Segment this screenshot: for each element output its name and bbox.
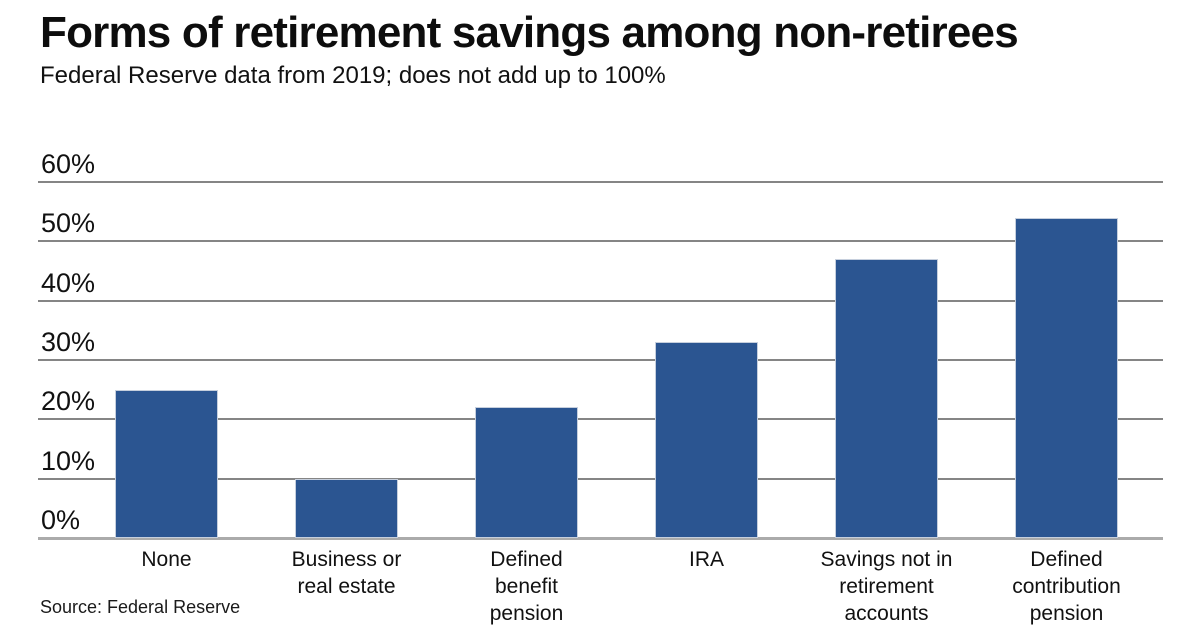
y-tick-label-30: 30% — [41, 327, 96, 357]
gridline-50 — [38, 240, 1163, 243]
gridline-10 — [38, 477, 1163, 480]
y-tick-label-20: 20% — [41, 386, 96, 417]
category-label-defined-contribution-pension: Defined contribution pension — [1012, 548, 1121, 625]
x-axis-line — [38, 537, 1163, 540]
category-label-none: None — [141, 548, 192, 571]
bar-defined-benefit-pension — [475, 407, 578, 538]
category-label-ira: IRA — [688, 548, 724, 571]
chart-title: Forms of retirement savings among non-re… — [40, 8, 1019, 57]
gridline-40 — [38, 299, 1163, 302]
bar-business-or-real-estate — [295, 479, 398, 538]
bar-savings-not-in-retirement-accounts — [835, 259, 938, 538]
gridline-20 — [38, 418, 1163, 421]
y-tick-label-60: 60% — [41, 149, 96, 179]
chart-subtitle: Federal Reserve data from 2019; does not… — [40, 62, 666, 89]
bar-none — [115, 390, 218, 538]
y-tick-label-0: 0% — [41, 505, 81, 535]
gridline-30 — [38, 359, 1163, 361]
category-label-defined-benefit-pension: Defined benefit pension — [489, 548, 564, 625]
bar-defined-contribution-pension — [1015, 218, 1118, 538]
category-label-savings-not-in-retirement-accounts: Savings not in retirement accounts — [820, 548, 953, 625]
y-tick-label-40: 40% — [41, 267, 96, 298]
y-tick-label-50: 50% — [41, 208, 96, 239]
category-label-business-or-real-estate: Business or real estate — [291, 548, 402, 598]
y-tick-label-10: 10% — [41, 445, 96, 476]
source-credit: Source: Federal Reserve — [40, 597, 241, 617]
bar-ira — [655, 342, 758, 538]
gridline-60 — [38, 181, 1163, 183]
